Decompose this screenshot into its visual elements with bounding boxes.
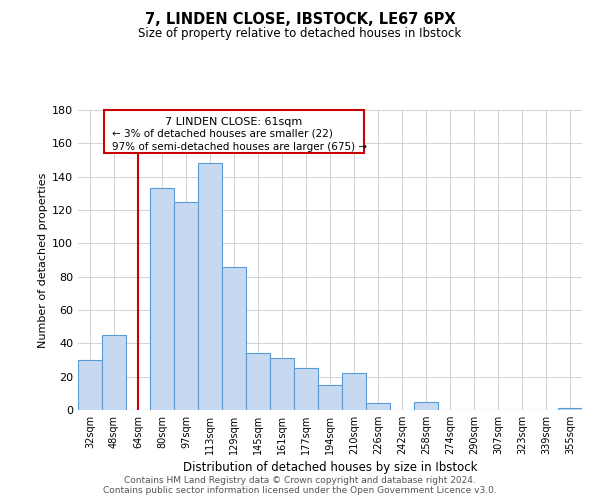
Bar (366, 404, 390, 410)
Text: Contains public sector information licensed under the Open Government Licence v3: Contains public sector information licen… (103, 486, 497, 495)
Text: 7 LINDEN CLOSE: 61sqm: 7 LINDEN CLOSE: 61sqm (166, 116, 302, 126)
Bar (150, 188, 174, 410)
Text: 7, LINDEN CLOSE, IBSTOCK, LE67 6PX: 7, LINDEN CLOSE, IBSTOCK, LE67 6PX (145, 12, 455, 28)
Text: ← 3% of detached houses are smaller (22): ← 3% of detached houses are smaller (22) (112, 128, 332, 138)
Bar (294, 368, 318, 410)
Bar (102, 335, 126, 410)
Bar (414, 402, 438, 410)
X-axis label: Distribution of detached houses by size in Ibstock: Distribution of detached houses by size … (183, 461, 477, 474)
Bar (222, 266, 246, 410)
Bar (246, 354, 270, 410)
Text: Size of property relative to detached houses in Ibstock: Size of property relative to detached ho… (139, 28, 461, 40)
Bar (78, 360, 102, 410)
Bar (174, 202, 198, 410)
Bar (318, 385, 342, 410)
Bar (342, 374, 366, 410)
FancyBboxPatch shape (104, 110, 364, 154)
Bar (198, 164, 222, 410)
Y-axis label: Number of detached properties: Number of detached properties (38, 172, 48, 348)
Text: Contains HM Land Registry data © Crown copyright and database right 2024.: Contains HM Land Registry data © Crown c… (124, 476, 476, 485)
Text: 97% of semi-detached houses are larger (675) →: 97% of semi-detached houses are larger (… (112, 142, 367, 152)
Bar (558, 408, 582, 410)
Bar (270, 358, 294, 410)
